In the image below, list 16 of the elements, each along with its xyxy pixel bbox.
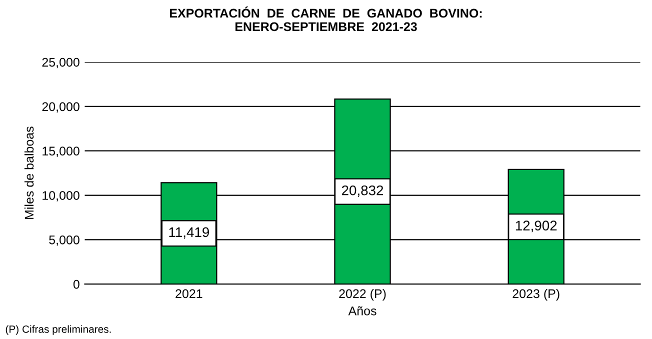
data-label: 12,902 [516, 220, 557, 232]
y-tick-label: 10,000 [42, 191, 80, 202]
data-label: 20,832 [342, 185, 384, 197]
text: (P) Cifras preliminares. [6, 325, 111, 335]
x-tick-label: 2023 (P) [512, 288, 560, 301]
y-tick-label: 20,000 [42, 102, 80, 113]
x-axis-title: Años [348, 306, 376, 316]
x-tick-label: 2022 (P) [339, 288, 386, 301]
data-label: 11,419 [169, 227, 209, 239]
y-tick-label: 25,000 [42, 58, 80, 68]
y-axis-title: Miles de balboas [24, 126, 34, 219]
x-tick-label: 2021 [176, 289, 202, 298]
y-tick-label: 5,000 [49, 235, 80, 246]
y-tick-label: 0 [73, 280, 80, 289]
y-tick-label: 15,000 [42, 146, 80, 157]
chart-title: EXPORTACIÓN DE CARNE DE GANADO BOVINO: ENERO-SEPTIEMBRE 2021-23 [170, 6, 482, 32]
